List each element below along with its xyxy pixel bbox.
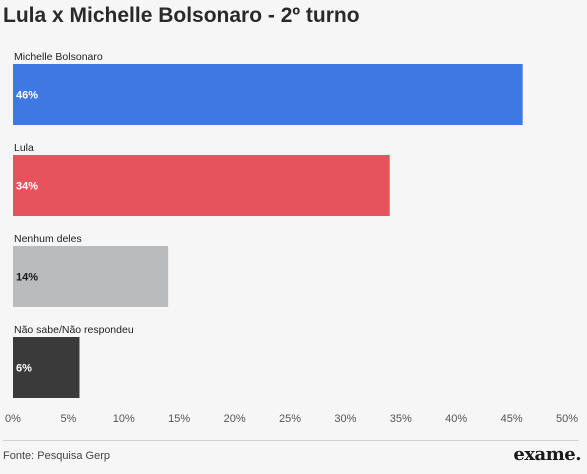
x-axis: 0% 5% 10% 15% 20% 25% 30% 35% 40% 45% 50%: [5, 413, 578, 425]
value-label: 46%: [16, 90, 38, 102]
x-tick-label: 5%: [60, 413, 76, 425]
bar: [13, 337, 80, 398]
x-tick-label: 15%: [168, 413, 190, 425]
footer-divider: [3, 440, 579, 441]
x-tick-label: 45%: [501, 413, 523, 425]
value-label: 6%: [16, 363, 32, 375]
value-label: 34%: [16, 181, 38, 193]
bar: [13, 246, 169, 307]
category-label: Lula: [14, 142, 34, 154]
bar: [13, 64, 523, 125]
brand-logo: exame.: [513, 444, 581, 465]
bar-group: Michelle Bolsonaro 46%: [13, 51, 523, 125]
x-tick-label: 35%: [390, 413, 412, 425]
category-label: Michelle Bolsonaro: [14, 51, 103, 63]
bar-chart: Michelle Bolsonaro 46% Lula 34% Nenhum deles…: [5, 51, 578, 425]
bar-group: Nenhum deles 14%: [13, 233, 169, 307]
chart-title: Lula x Michelle Bolsonaro - 2º turno: [3, 4, 360, 27]
x-tick-label: 25%: [279, 413, 301, 425]
x-tick-label: 20%: [224, 413, 246, 425]
x-tick-label: 40%: [445, 413, 467, 425]
value-label: 14%: [16, 272, 38, 284]
x-tick-label: 10%: [113, 413, 135, 425]
bars-layer: Michelle Bolsonaro 46% Lula 34% Nenhum deles…: [13, 51, 523, 398]
x-tick-label: 30%: [334, 413, 356, 425]
x-tick-label: 50%: [556, 413, 578, 425]
bar: [13, 155, 390, 216]
bar-group: Não sabe/Não respondeu 6%: [13, 324, 134, 398]
x-tick-label: 0%: [5, 413, 21, 425]
category-label: Nenhum deles: [14, 233, 82, 245]
bar-group: Lula 34%: [13, 142, 390, 216]
category-label: Não sabe/Não respondeu: [14, 324, 134, 336]
source-note: Fonte: Pesquisa Gerp: [3, 450, 111, 462]
